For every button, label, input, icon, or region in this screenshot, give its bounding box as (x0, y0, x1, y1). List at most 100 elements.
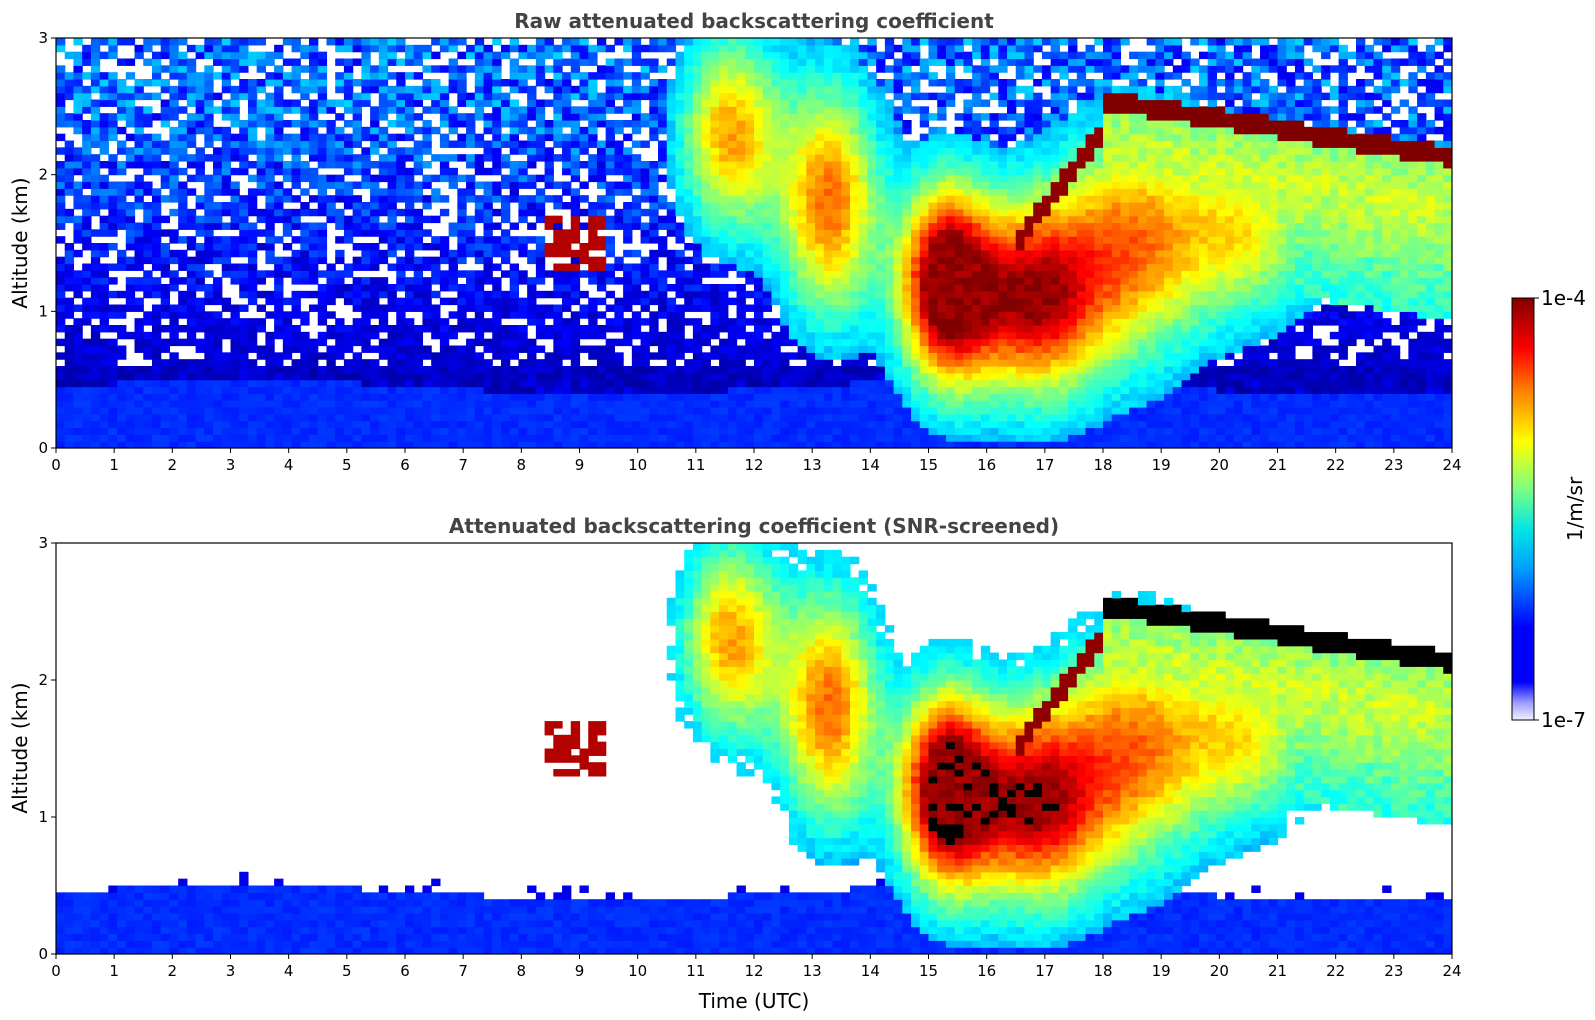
heatmap-cell (117, 331, 127, 340)
heatmap-cell (509, 133, 520, 142)
heatmap-cell (719, 147, 729, 155)
heatmap-cell (841, 229, 851, 237)
heatmap-cell (169, 331, 179, 340)
heatmap-cell (151, 352, 162, 360)
heatmap-cell (378, 318, 389, 326)
heatmap-cell (99, 188, 109, 196)
heatmap-cell (858, 407, 869, 415)
heatmap-cell (605, 44, 615, 53)
heatmap-cell (247, 400, 258, 408)
heatmap-cell (186, 120, 197, 128)
heatmap-cell (754, 106, 764, 114)
heatmap-cell (701, 325, 711, 333)
heatmap-cell (815, 229, 825, 237)
heatmap-cell (169, 133, 179, 142)
heatmap-cell (466, 284, 476, 292)
heatmap-cell (780, 297, 790, 306)
heatmap-cell (841, 284, 851, 292)
heatmap-cell (640, 174, 650, 183)
heatmap-cell (370, 161, 380, 169)
heatmap-cell (221, 44, 232, 53)
heatmap-cell (640, 195, 650, 203)
heatmap-cell (274, 188, 284, 196)
heatmap-cell (884, 345, 895, 353)
heatmap-cell (797, 161, 807, 169)
heatmap-cell (631, 126, 642, 135)
heatmap-cell (675, 174, 685, 183)
heatmap-cell (666, 44, 677, 53)
heatmap-cell (701, 44, 711, 53)
heatmap-cell (605, 79, 615, 87)
heatmap-cell (361, 44, 371, 53)
heatmap-cell (134, 427, 144, 435)
heatmap-cell (413, 352, 424, 360)
heatmap-cell (623, 174, 633, 183)
heatmap-cell (527, 345, 537, 353)
heatmap-cell (82, 133, 92, 142)
heatmap-cell (832, 345, 842, 353)
heatmap-cell (640, 229, 650, 237)
heatmap-cell (134, 304, 144, 312)
heatmap-cell (797, 366, 807, 374)
heatmap-cell (675, 338, 685, 347)
heatmap-cell (815, 44, 825, 53)
heatmap-cell (710, 413, 720, 422)
heatmap-cell (405, 222, 415, 230)
heatmap-cell (117, 434, 127, 442)
heatmap-cell (73, 215, 83, 224)
heatmap-cell (884, 133, 895, 142)
heatmap-cell (370, 400, 380, 408)
heatmap-cell (169, 147, 179, 155)
heatmap-cell (247, 85, 258, 94)
heatmap-cell (509, 167, 520, 176)
heatmap-cell (500, 229, 511, 237)
heatmap-cell (553, 270, 563, 278)
heatmap-cell (535, 427, 546, 435)
heatmap-cell (832, 318, 842, 326)
heatmap-cell (230, 263, 240, 271)
heatmap-cell (535, 133, 546, 142)
heatmap-cell (160, 297, 171, 306)
heatmap-cell (274, 140, 284, 148)
heatmap-cell (588, 277, 598, 285)
heatmap-cell (562, 379, 572, 388)
heatmap-cell (117, 325, 127, 333)
heatmap-cell (125, 208, 136, 217)
heatmap-cell (911, 243, 921, 251)
heatmap-cell (902, 140, 912, 148)
heatmap-cell (902, 174, 912, 183)
heatmap-cell (64, 366, 75, 374)
heatmap-cell (562, 58, 572, 66)
heatmap-cell (658, 427, 668, 435)
heatmap-cell (876, 331, 886, 340)
heatmap-cell (788, 208, 799, 217)
heatmap-cell (143, 407, 153, 415)
heatmap-cell (727, 92, 738, 101)
heatmap-cell (762, 174, 773, 183)
heatmap-cell (405, 147, 415, 155)
heatmap-cell (797, 311, 807, 319)
heatmap-cell (902, 147, 912, 155)
heatmap-cell (431, 92, 441, 101)
heatmap-cell (422, 202, 432, 210)
heatmap-cell (527, 427, 537, 435)
heatmap-cell (457, 427, 467, 435)
heatmap-cell (204, 386, 214, 394)
heatmap-cell (876, 311, 886, 319)
heatmap-cell (649, 58, 659, 66)
heatmap-cell (361, 92, 371, 101)
heatmap-cell (544, 304, 554, 312)
heatmap-cell (832, 400, 842, 408)
heatmap-cell (457, 208, 467, 217)
heatmap-cell (178, 208, 188, 217)
heatmap-cell (387, 215, 397, 224)
heatmap-cell (762, 85, 773, 94)
heatmap-cell (675, 290, 685, 299)
heatmap-cell (300, 318, 310, 326)
heatmap-cell (178, 215, 188, 224)
heatmap-cell (151, 277, 162, 285)
heatmap-cell (431, 420, 441, 429)
heatmap-cell (605, 188, 615, 196)
heatmap-cell (797, 338, 807, 347)
heatmap-cell (413, 263, 424, 271)
